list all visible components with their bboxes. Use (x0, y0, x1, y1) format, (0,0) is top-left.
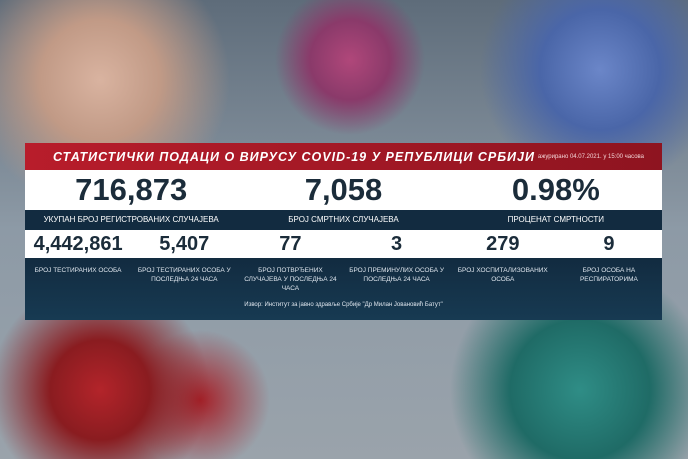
stat-label: БРОЈ ПРЕМИНУЛИХ ОСОБА У ПОСЛЕДЊА 24 ЧАСА (349, 267, 444, 283)
stat-value: 5,407 (159, 233, 210, 255)
header-bar: СТАТИСТИЧКИ ПОДАЦИ О ВИРУСУ COVID-19 У Р… (25, 143, 662, 170)
stat-label: БРОЈ ХОСПИТАЛИЗОВАНИХ ОСОБА (457, 267, 548, 283)
stat-value: 4,442,861 (33, 233, 123, 255)
mortality-rate-label: ПРОЦЕНАТ СМРТНОСТИ (507, 215, 604, 224)
stat-value: 77 (279, 233, 302, 255)
stat-label: БРОЈ ОСОБА НА РЕСПИРАТОРИМА (579, 267, 638, 283)
stat-label: БРОЈ ТЕСТИРАНИХ ОСОБА (34, 267, 122, 274)
stat-value: 9 (603, 233, 615, 255)
total-cases-value: 716,873 (75, 172, 188, 207)
updated-time: ажурирано 04.07.2021. у 15:00 часова (537, 153, 644, 160)
stat-label: БРОЈ ПОТВРЂЕНИХ СЛУЧАЈЕВА У ПОСЛЕДЊА 24 … (244, 267, 337, 292)
total-deaths-value: 7,058 (304, 172, 383, 207)
stat-value: 3 (391, 233, 403, 255)
total-cases-label: УКУПАН БРОЈ РЕГИСТРОВАНИХ СЛУЧАЈЕВА (43, 215, 219, 224)
title: СТАТИСТИЧКИ ПОДАЦИ О ВИРУСУ COVID-19 У Р… (53, 149, 535, 164)
stats-panel: СТАТИСТИЧКИ ПОДАЦИ О ВИРУСУ COVID-19 У Р… (25, 143, 662, 320)
total-deaths-label: БРОЈ СМРТНИХ СЛУЧАЈЕВА (288, 215, 399, 224)
mortality-rate-value: 0.98% (511, 172, 600, 207)
source-note: Извор: Институт за јавно здравље Србије … (244, 302, 443, 308)
stat-label: БРОЈ ТЕСТИРАНИХ ОСОБА У ПОСЛЕДЊА 24 ЧАСА (137, 267, 231, 283)
stat-value: 279 (486, 233, 520, 255)
